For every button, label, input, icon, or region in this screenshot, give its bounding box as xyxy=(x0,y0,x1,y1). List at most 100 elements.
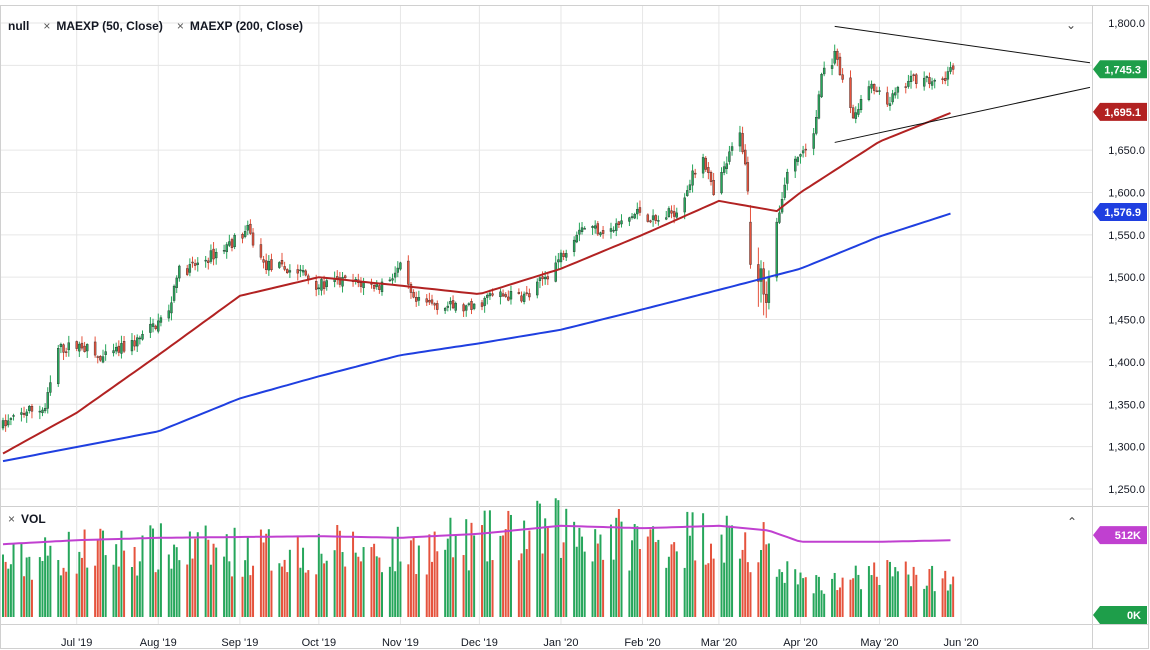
volume-bar xyxy=(149,525,152,617)
volume-bar xyxy=(709,543,712,617)
candle-body xyxy=(101,356,105,363)
price-tick-label: 1,650.0 xyxy=(1108,145,1145,157)
volume-bar xyxy=(194,538,197,617)
remove-ma50-icon[interactable]: × xyxy=(43,19,51,33)
candle-body xyxy=(615,223,618,231)
volume-bar xyxy=(38,557,41,617)
candle-body xyxy=(343,275,347,279)
volume-bar xyxy=(462,555,465,617)
candle-body xyxy=(557,259,560,263)
candle-body xyxy=(262,259,265,263)
candle-body xyxy=(396,267,399,273)
candle-body xyxy=(59,344,63,347)
candle-body xyxy=(822,67,826,75)
volume-bar xyxy=(446,538,449,617)
candle-body xyxy=(720,172,723,194)
candle-body xyxy=(188,264,192,273)
time-tick-label: Mar '20 xyxy=(701,637,737,649)
candle-body xyxy=(104,351,107,355)
volume-bar xyxy=(444,549,447,617)
candle-body xyxy=(391,278,394,281)
candle-body xyxy=(928,77,931,85)
volume-bar xyxy=(841,577,844,617)
candle-body xyxy=(894,92,897,96)
candle-body xyxy=(701,157,705,174)
volume-bar xyxy=(265,533,268,617)
volume-bar xyxy=(78,551,81,617)
volume-bar xyxy=(599,534,602,617)
ma50-value-badge-text: 1,695.1 xyxy=(1104,107,1141,119)
candle-body xyxy=(538,277,542,281)
candle-body xyxy=(196,262,199,265)
candle-body xyxy=(559,252,563,263)
collapse-price-pane-icon[interactable]: ⌄ xyxy=(1066,18,1077,32)
candle-body xyxy=(178,265,181,279)
volume-bar xyxy=(381,572,384,617)
time-tick-label: Dec '19 xyxy=(461,637,498,649)
collapse-volume-pane-icon[interactable]: ⌃ xyxy=(1067,515,1078,529)
volume-bar xyxy=(30,579,33,617)
volume-bar xyxy=(270,570,273,617)
candle-body xyxy=(907,80,910,87)
candle-body xyxy=(246,224,249,231)
indicator-ma50[interactable]: × MAEXP (50, Close) xyxy=(43,19,163,33)
volume-bar xyxy=(673,542,676,617)
candle-body xyxy=(628,217,631,222)
volume-bar xyxy=(557,500,560,617)
volume-bar xyxy=(488,510,491,617)
candle-body xyxy=(878,90,881,92)
candle-body xyxy=(296,269,299,274)
volume-bar xyxy=(44,537,47,617)
volume-bar xyxy=(412,537,415,617)
volume-bar xyxy=(704,564,707,617)
candle-body xyxy=(288,270,292,273)
volume-bar xyxy=(209,564,212,617)
candle-body xyxy=(501,293,505,297)
volume-bar xyxy=(280,566,283,617)
volume-bar xyxy=(952,576,955,617)
candle-body xyxy=(99,356,102,361)
volume-bar xyxy=(186,564,189,617)
volume-bar xyxy=(583,551,586,617)
candle-body xyxy=(851,107,855,119)
candle-body xyxy=(57,347,60,385)
candle-body xyxy=(562,253,565,257)
volume-bar xyxy=(767,543,770,617)
remove-ma200-icon[interactable]: × xyxy=(176,19,184,33)
volume-bar xyxy=(28,556,31,617)
candle-body xyxy=(525,292,528,294)
candle-body xyxy=(317,287,321,290)
candle-body xyxy=(683,197,686,213)
volume-bar xyxy=(799,572,802,617)
volume-bar xyxy=(296,535,299,617)
candle-body xyxy=(407,260,410,285)
candle-body xyxy=(259,244,263,258)
volume-bar xyxy=(815,575,818,617)
candle-body xyxy=(794,158,797,172)
candle-body xyxy=(67,342,70,351)
volume-bar xyxy=(636,526,639,617)
candle-body xyxy=(804,148,807,151)
candle-body xyxy=(575,234,578,243)
volume-bar xyxy=(665,567,668,617)
candle-body xyxy=(704,157,707,170)
price-tick-label: 1,800.0 xyxy=(1108,18,1145,30)
volume-bar xyxy=(486,561,489,617)
volume-bar xyxy=(757,562,760,617)
candle-body xyxy=(546,276,550,280)
volume-legend: × VOL xyxy=(8,512,46,526)
volume-bar xyxy=(657,539,660,617)
volume-bar xyxy=(317,533,320,617)
volume-zero-badge: 0K xyxy=(1093,606,1147,624)
candle-body xyxy=(951,65,955,70)
candle-body xyxy=(186,268,189,275)
candle-body xyxy=(78,343,81,352)
volume-bar xyxy=(528,530,531,617)
indicator-ma200[interactable]: × MAEXP (200, Close) xyxy=(177,19,303,33)
volume-bar xyxy=(449,517,452,617)
remove-volume-icon[interactable]: × xyxy=(8,512,16,526)
ma200-label: MAEXP (200, Close) xyxy=(189,19,303,33)
volume-bar xyxy=(357,556,360,617)
volume-bar xyxy=(896,571,899,617)
